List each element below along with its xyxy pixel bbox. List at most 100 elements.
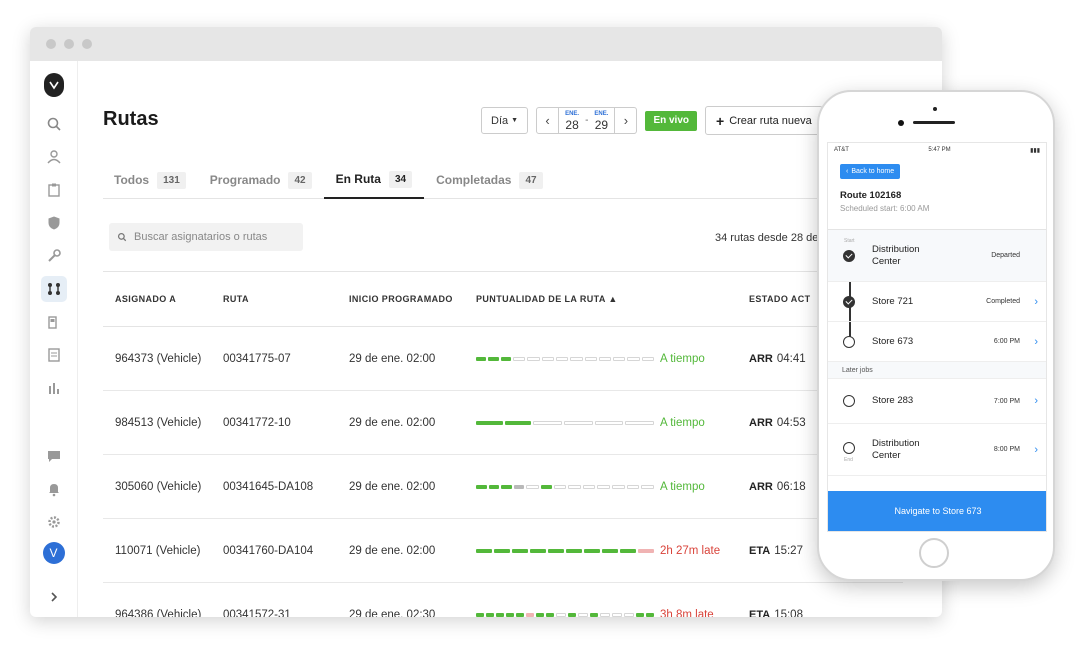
cell-assigned: 305060 (Vehicle) xyxy=(115,480,202,493)
people-icon[interactable] xyxy=(41,144,67,170)
avatar[interactable]: V xyxy=(42,542,65,564)
stop-item[interactable]: End Distribution Center 8:00 PM › xyxy=(828,424,1046,476)
cell-start: 29 de ene. 02:00 xyxy=(349,352,436,365)
wrench-icon[interactable] xyxy=(41,243,67,269)
date-from[interactable]: ENE. 28 xyxy=(559,111,585,131)
cell-route[interactable]: 00341572-31 xyxy=(223,608,291,618)
punctuality-bar xyxy=(476,356,655,361)
col-header-state[interactable]: ESTADO ACT xyxy=(749,294,811,304)
reports-icon[interactable] xyxy=(41,375,67,401)
gear-icon[interactable] xyxy=(41,509,67,535)
punctuality-segment xyxy=(641,356,655,361)
table-header: ASIGNADO A RUTA INICIO PROGRAMADO PUNTUA… xyxy=(103,272,903,327)
date-to[interactable]: ENE. 29 xyxy=(588,111,614,131)
punctuality-segment xyxy=(584,548,600,553)
col-header-start[interactable]: INICIO PROGRAMADO xyxy=(349,294,453,304)
table-row[interactable]: 110071 (Vehicle) 00341760-DA104 29 de ene.… xyxy=(103,519,903,583)
search-input[interactable] xyxy=(134,231,294,243)
expand-chevron-icon[interactable] xyxy=(41,584,67,610)
back-to-home-button[interactable]: ‹ Back to home xyxy=(840,164,901,179)
live-button[interactable]: En vivo xyxy=(645,110,698,131)
home-button[interactable] xyxy=(919,538,949,568)
stop-name: Distribution Center xyxy=(872,437,920,461)
tab-programado[interactable]: Programado 42 xyxy=(198,161,324,199)
phone-screen: AT&T 5:47 PM ▮▮▮ ‹ Back to home Route 10… xyxy=(827,142,1047,532)
cell-punctuality: A tiempo xyxy=(476,481,749,493)
tab-en-ruta[interactable]: En Ruta 34 xyxy=(323,161,425,199)
date-to-month: ENE. xyxy=(594,110,609,117)
punctuality-segment xyxy=(641,484,654,489)
create-route-button[interactable]: + Crear ruta nueva xyxy=(705,106,823,135)
routes-icon[interactable] xyxy=(40,276,67,302)
fuel-icon[interactable] xyxy=(41,309,67,335)
cell-assigned: 964386 (Vehicle) xyxy=(115,608,202,618)
punctuality-segment xyxy=(541,356,554,361)
punctuality-segment xyxy=(506,612,514,617)
search-icon xyxy=(117,232,127,242)
stop-status: Completed xyxy=(986,298,1020,305)
chevron-right-icon[interactable]: › xyxy=(614,108,636,133)
window-maximize-dot[interactable] xyxy=(82,39,92,49)
cell-punctuality: A tiempo xyxy=(476,353,749,365)
punctuality-segment xyxy=(476,612,484,617)
cell-punctuality: A tiempo xyxy=(476,417,749,429)
tab-todos[interactable]: Todos 131 xyxy=(103,161,198,199)
date-range-picker[interactable]: ‹ ENE. 28 - ENE. 29 › xyxy=(536,107,638,134)
toolbar: Día ▼ ‹ ENE. 28 - ENE. 29 › En vi xyxy=(481,106,823,135)
tab-count: 42 xyxy=(288,171,312,189)
state-time: 15:27 xyxy=(774,544,803,557)
routes-table: ASIGNADO A RUTA INICIO PROGRAMADO PUNTUA… xyxy=(103,271,903,617)
tab-completadas[interactable]: Completadas 47 xyxy=(424,161,554,199)
stop-status: Departed xyxy=(991,252,1020,259)
state-time: 15:08 xyxy=(774,608,803,618)
table-row[interactable]: 984513 (Vehicle) 00341772-10 29 de ene. 02… xyxy=(103,391,903,455)
table-row[interactable]: 964373 (Vehicle) 00341775-07 29 de ene. 02… xyxy=(103,327,903,391)
window-close-dot[interactable] xyxy=(46,39,56,49)
punctuality-segment xyxy=(512,548,528,553)
punctuality-segment xyxy=(500,356,511,361)
punctuality-status: 3h 8m late xyxy=(660,608,714,618)
window-minimize-dot[interactable] xyxy=(64,39,74,49)
cell-route[interactable]: 00341645-DA108 xyxy=(223,480,314,493)
table-row[interactable]: 964386 (Vehicle) 00341572-31 29 de ene. 02… xyxy=(103,583,903,618)
stop-name: Distribution Center xyxy=(872,243,920,267)
search-box[interactable] xyxy=(109,223,303,251)
stop-name: Store 673 xyxy=(872,335,914,347)
stop-item[interactable]: Start Distribution Center Departed xyxy=(828,230,1046,282)
punctuality-segment xyxy=(476,420,503,425)
table-body: 964373 (Vehicle) 00341775-07 29 de ene. 02… xyxy=(103,327,903,617)
col-header-punctuality[interactable]: PUNTUALIDAD DE LA RUTA ▲ xyxy=(476,294,618,304)
circle-icon xyxy=(843,336,855,348)
document-icon[interactable] xyxy=(41,342,67,368)
clipboard-icon[interactable] xyxy=(41,177,67,203)
stop-item[interactable]: Store 673 6:00 PM › xyxy=(828,322,1046,362)
stop-name: Store 283 xyxy=(872,395,914,406)
phone-sensor xyxy=(933,107,937,111)
logo-icon[interactable] xyxy=(43,73,64,97)
shield-icon[interactable] xyxy=(41,210,67,236)
cell-assigned: 984513 (Vehicle) xyxy=(115,416,202,429)
tab-bar: Todos 131 Programado 42 En Ruta 34 Compl… xyxy=(103,161,903,199)
stop-item[interactable]: Store 721 Completed › xyxy=(828,282,1046,322)
phone-status-bar: AT&T 5:47 PM ▮▮▮ xyxy=(828,143,1046,157)
search-icon[interactable] xyxy=(41,111,67,137)
punctuality-segment xyxy=(625,420,655,425)
col-header-route[interactable]: RUTA xyxy=(223,294,249,304)
cell-route[interactable]: 00341760-DA104 xyxy=(223,544,314,557)
col-header-assigned[interactable]: ASIGNADO A xyxy=(115,294,177,304)
bell-icon[interactable] xyxy=(41,476,67,502)
cell-route[interactable]: 00341772-10 xyxy=(223,416,291,429)
navigate-button[interactable]: Navigate to Store 673 xyxy=(828,491,1046,531)
stop-item[interactable]: Store 283 7:00 PM › xyxy=(828,379,1046,424)
routes-summary: 34 rutas desde 28 de xyxy=(715,232,819,244)
stop-status: 7:00 PM xyxy=(993,397,1020,405)
table-row[interactable]: 305060 (Vehicle) 00341645-DA108 29 de ene.… xyxy=(103,455,903,519)
period-dropdown[interactable]: Día ▼ xyxy=(481,107,529,134)
punctuality-segment xyxy=(530,548,546,553)
chevron-left-icon[interactable]: ‹ xyxy=(537,108,560,133)
stop-name: Store 721 xyxy=(872,295,914,307)
chat-icon[interactable] xyxy=(41,443,67,469)
cell-route[interactable]: 00341775-07 xyxy=(223,352,291,365)
punctuality-segment xyxy=(612,612,622,617)
tab-label: Programado xyxy=(209,173,281,187)
